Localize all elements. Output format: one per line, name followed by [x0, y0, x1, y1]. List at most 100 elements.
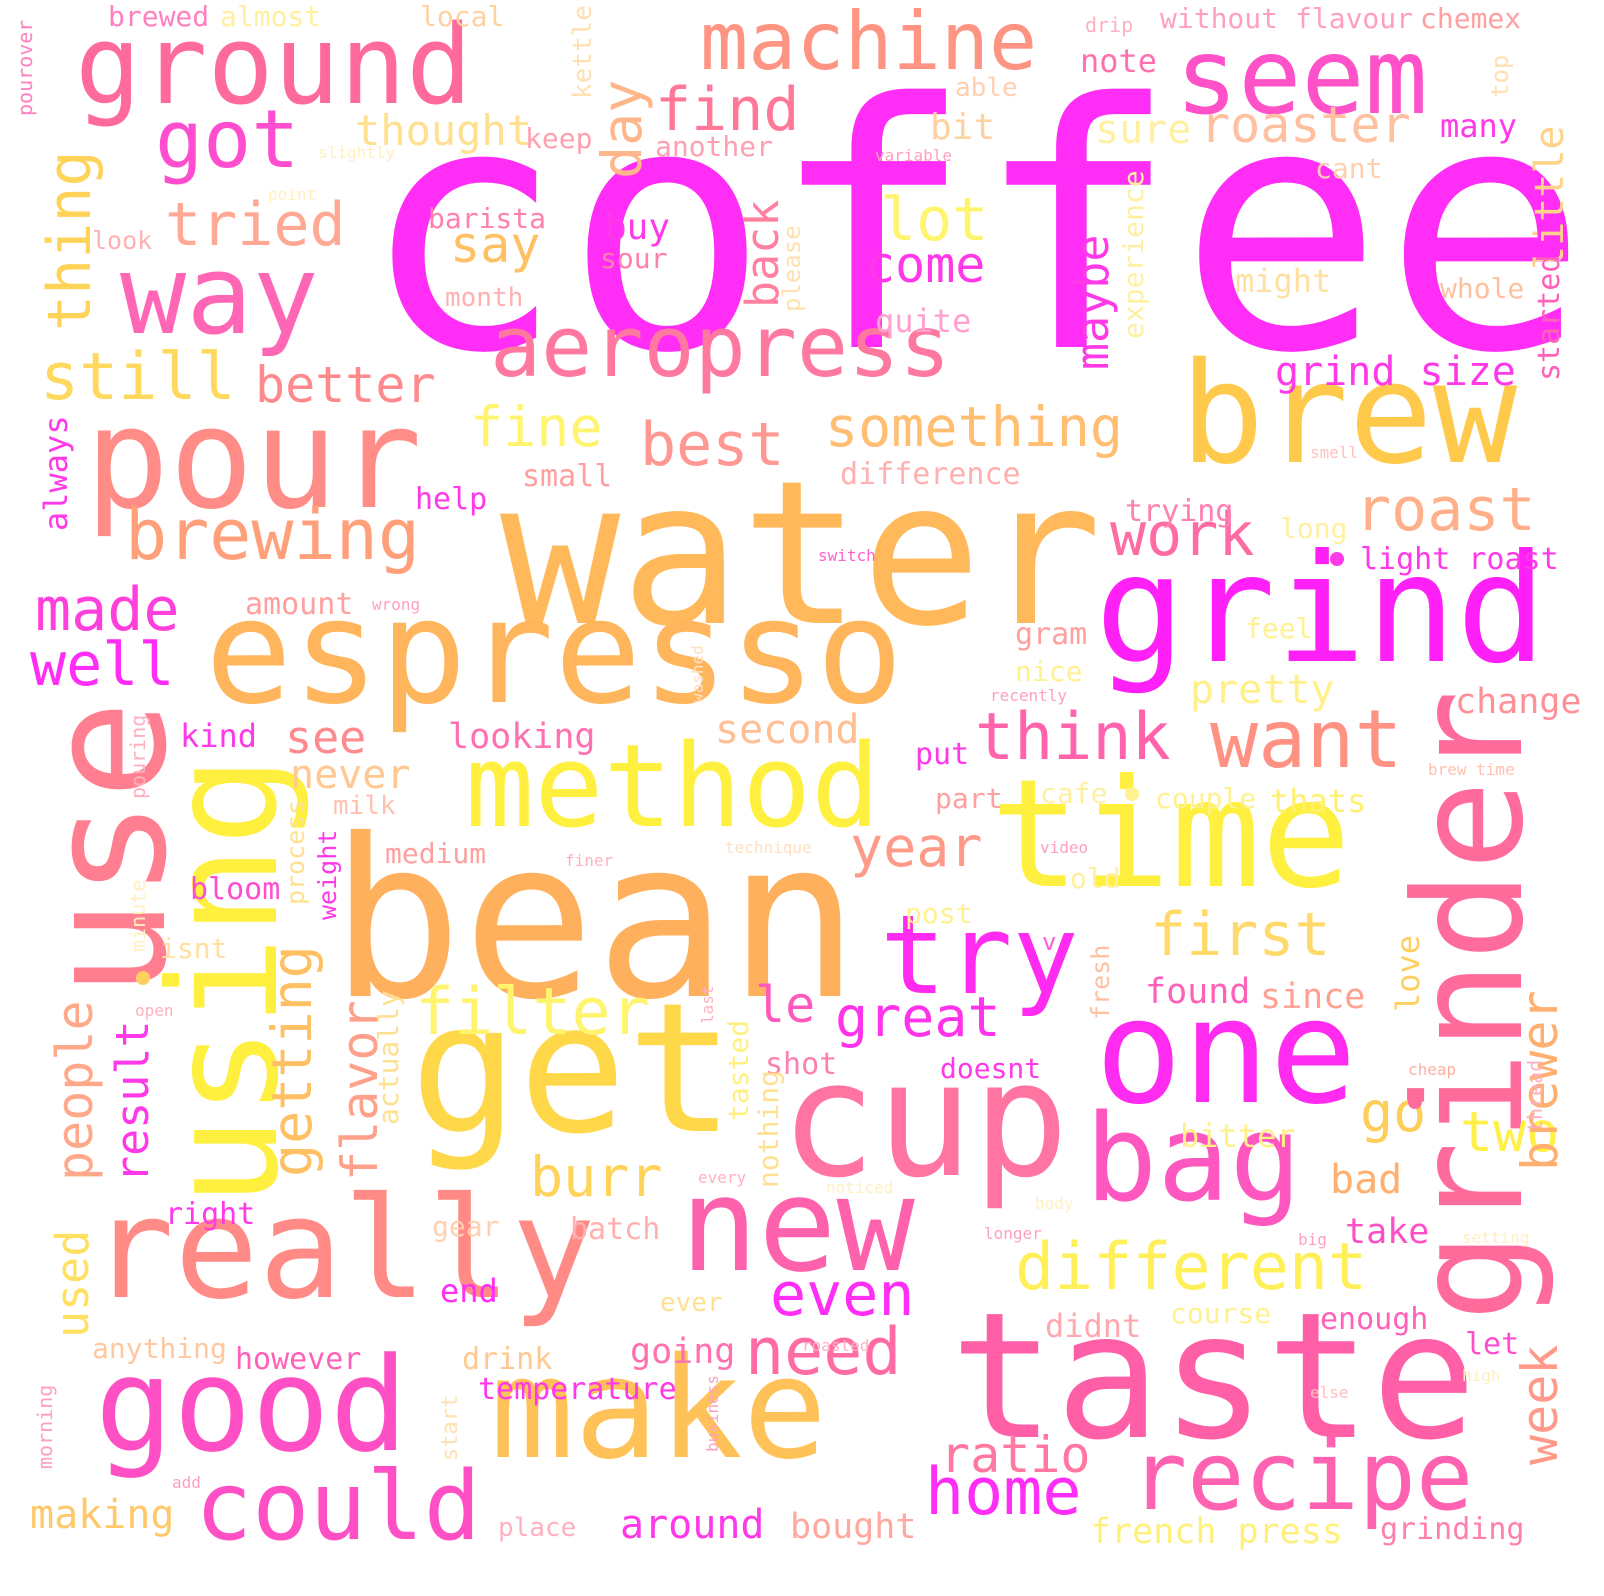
- word-keep: keep: [525, 122, 593, 155]
- word-bad: bad: [1330, 1157, 1403, 1203]
- word-pretty: pretty: [1190, 667, 1335, 713]
- word-machine: machine: [700, 0, 1038, 88]
- word-see: see: [285, 711, 367, 764]
- word-long: long: [1280, 512, 1348, 545]
- word-seem: seem: [1175, 16, 1428, 138]
- word-flavour: flavour: [1295, 2, 1414, 35]
- word-process: process: [281, 799, 310, 905]
- word-pouring: pouring: [126, 714, 150, 799]
- word-roasted: roasted: [802, 1336, 870, 1355]
- word-ratio: ratio: [940, 1426, 1091, 1484]
- word-big: big: [1298, 1230, 1327, 1249]
- word-variable: variable: [875, 146, 953, 165]
- word-grind-size: grind size: [1275, 349, 1516, 395]
- word-many: many: [1440, 107, 1518, 145]
- word-tried: tried: [165, 190, 346, 260]
- word-first: first: [1150, 900, 1331, 970]
- word-another: another: [655, 130, 774, 163]
- word-buy: buy: [605, 207, 671, 248]
- word-setting: setting: [1462, 1228, 1530, 1247]
- word-whole: whole: [1440, 272, 1525, 305]
- word-different: different: [1015, 1230, 1368, 1305]
- word-isnt: isnt: [160, 932, 228, 965]
- word-longer: longer: [984, 1224, 1042, 1243]
- word-last: last: [698, 985, 717, 1024]
- word-around: around: [620, 1502, 765, 1548]
- word-please: please: [778, 225, 806, 312]
- word-enough: enough: [1320, 1302, 1429, 1337]
- dot-mark: [136, 971, 150, 985]
- word-roast: roast: [1355, 475, 1536, 545]
- word-top: top: [1486, 54, 1514, 98]
- dot-mark: [1408, 1095, 1422, 1109]
- word-part: part: [935, 782, 1003, 815]
- word-since: since: [1260, 977, 1366, 1017]
- word-always: always: [37, 415, 75, 531]
- word-might: might: [1235, 262, 1332, 300]
- word-grinding: grinding: [1380, 1512, 1525, 1547]
- word-two: two: [1460, 1100, 1560, 1164]
- word-best: best: [640, 410, 785, 480]
- word-get: get: [410, 965, 736, 1174]
- word-people: people: [46, 1000, 104, 1181]
- word-every: every: [698, 1168, 747, 1187]
- word-new: new: [680, 1149, 915, 1301]
- word-add: add: [172, 1473, 201, 1492]
- word-fresh: fresh: [1086, 944, 1115, 1020]
- word-trying: trying: [1125, 494, 1234, 529]
- word-thread: thread: [1523, 1059, 1547, 1132]
- word-drip: drip: [1085, 13, 1134, 37]
- word-brewing: brewing: [125, 494, 421, 576]
- word-open: open: [135, 1001, 174, 1020]
- word-able: able: [955, 73, 1018, 103]
- word-something: something: [825, 395, 1124, 459]
- word-shot: shot: [765, 1047, 838, 1082]
- word-gear: gear: [432, 1210, 500, 1243]
- word-feel: feel: [1245, 612, 1313, 645]
- word-making: making: [30, 1492, 175, 1538]
- word-body: body: [1035, 1194, 1074, 1213]
- word-grind: grind: [1095, 523, 1547, 697]
- word-bean: bean: [330, 792, 860, 1048]
- word-note: note: [1080, 42, 1158, 80]
- word-change: change: [1455, 682, 1582, 722]
- word-bought: bought: [790, 1507, 917, 1547]
- word-actually: actually: [372, 990, 405, 1125]
- word-time: time: [990, 748, 1352, 922]
- word-amount: amount: [245, 587, 354, 622]
- dot-mark: [1330, 552, 1344, 566]
- word-course: course: [1170, 1297, 1272, 1330]
- word-want: want: [1210, 693, 1403, 786]
- word-doesnt: doesnt: [940, 1052, 1042, 1085]
- word-found: found: [1145, 972, 1251, 1012]
- word-anything: anything: [92, 1332, 227, 1365]
- word-business: business: [703, 1374, 722, 1452]
- word-post: post: [905, 897, 973, 930]
- word-really: really: [90, 1168, 596, 1331]
- word-find: find: [655, 75, 800, 145]
- word-made: made: [35, 575, 180, 645]
- word-cant: cant: [1315, 152, 1383, 185]
- word-bloom: bloom: [190, 872, 281, 907]
- word-week: week: [1511, 1344, 1569, 1465]
- word-local: local: [420, 0, 505, 33]
- word-barista: barista: [428, 202, 547, 235]
- word-recipe: recipe: [1130, 1422, 1474, 1532]
- word-else: else: [1310, 1383, 1349, 1402]
- word-way: way: [120, 231, 319, 359]
- word-going: going: [630, 1332, 736, 1372]
- word-end: end: [440, 1272, 498, 1310]
- word-put: put: [915, 737, 970, 772]
- word-method: method: [465, 720, 881, 854]
- word-month: month: [445, 283, 524, 313]
- word-slightly: slightly: [318, 143, 396, 162]
- word-small: small: [522, 459, 613, 494]
- word-try: try: [880, 891, 1079, 1019]
- word-result: result: [106, 1020, 159, 1183]
- word-gram: gram: [1015, 617, 1088, 652]
- word-good: good: [95, 1329, 409, 1481]
- word-come: come: [865, 236, 986, 294]
- dot-mark: [1125, 787, 1139, 801]
- word-drink: drink: [462, 1342, 553, 1377]
- word-weight: weight: [313, 829, 342, 920]
